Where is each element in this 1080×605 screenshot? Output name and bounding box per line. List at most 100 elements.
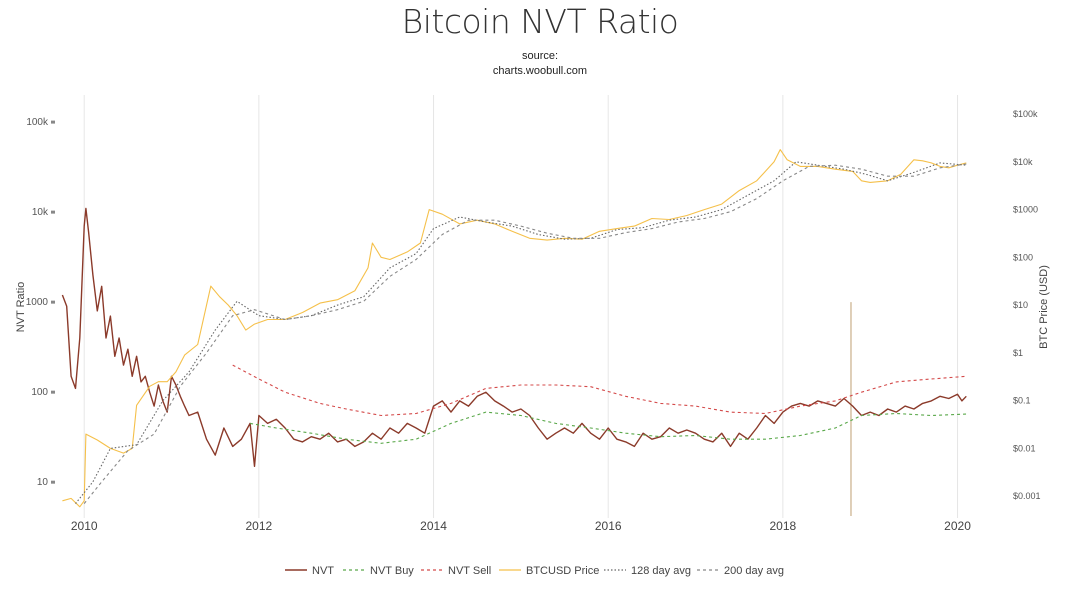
legend-label-btcusd-price: BTCUSD Price: [526, 565, 599, 577]
data-point-btcusd-price-3: [84, 500, 85, 501]
data-point-btcusd-price-44: [599, 231, 600, 232]
data-point-128-day-avg-35: [940, 162, 941, 163]
data-point-128-day-avg-20: [564, 239, 565, 240]
data-point-nvt-sell-10: [555, 384, 556, 385]
data-point-200-day-avg-7: [254, 309, 255, 310]
data-point-200-day-avg-4: [180, 386, 181, 387]
data-point-nvt-86: [669, 427, 670, 428]
data-point-nvt-42: [285, 427, 286, 428]
data-point-nvt-sell-2: [285, 392, 286, 393]
data-point-200-day-avg-0: [84, 503, 85, 504]
data-point-nvt-72: [547, 439, 548, 440]
data-point-nvt-buy-12: [660, 436, 661, 437]
data-point-nvt-sell-16: [765, 413, 766, 414]
data-point-btcusd-price-66: [922, 160, 923, 161]
data-point-200-day-avg-11: [363, 301, 364, 302]
data-point-nvt-120: [961, 400, 962, 401]
data-point-nvt-0: [62, 294, 63, 295]
data-point-128-day-avg-1: [92, 481, 93, 482]
data-point-200-day-avg-27: [782, 180, 783, 181]
data-point-200-day-avg-17: [520, 226, 521, 227]
y-tick-label-100k: 100k: [26, 117, 49, 128]
data-point-nvt-20: [145, 376, 146, 377]
data-point-btcusd-price-26: [337, 299, 338, 300]
data-point-nvt-31: [197, 412, 198, 413]
data-point-nvt-17: [132, 376, 133, 377]
data-point-nvt-48: [337, 441, 338, 442]
data-point-btcusd-price-55: [780, 149, 781, 150]
y-axis-title: NVT Ratio: [15, 282, 27, 333]
data-point-btcusd-price-40: [529, 238, 530, 239]
legend-label-nvt-buy: NVT Buy: [370, 565, 414, 577]
data-point-nvt-buy-4: [381, 443, 382, 444]
data-point-nvt-sell-7: [450, 403, 451, 404]
data-point-128-day-avg-24: [669, 220, 670, 221]
data-point-btcusd-price-14: [184, 355, 185, 356]
data-point-nvt-50: [354, 446, 355, 447]
data-point-nvt-107: [852, 406, 853, 407]
data-point-nvt-sell-20: [896, 381, 897, 382]
data-point-200-day-avg-21: [625, 232, 626, 233]
data-point-200-day-avg-23: [678, 221, 679, 222]
legend-label-128-day-avg: 128 day avg: [631, 565, 691, 577]
y2-tick-label-$10k: $10k: [1013, 157, 1033, 167]
data-point-nvt-40: [267, 423, 268, 424]
data-point-nvt-buy-10: [590, 427, 591, 428]
data-point-128-day-avg-4: [162, 400, 163, 401]
y2-tick-label-$1: $1: [1013, 348, 1023, 358]
data-point-nvt-76: [581, 423, 582, 424]
data-point-nvt-102: [809, 406, 810, 407]
data-point-200-day-avg-6: [232, 315, 233, 316]
data-point-nvt-62: [459, 400, 460, 401]
data-point-nvt-66: [494, 400, 495, 401]
data-point-btcusd-price-13: [175, 371, 176, 372]
data-point-nvt-11: [105, 337, 106, 338]
data-point-nvt-74: [564, 427, 565, 428]
data-point-128-day-avg-2: [110, 448, 111, 449]
data-point-200-day-avg-24: [704, 218, 705, 219]
data-point-btcusd-price-17: [219, 296, 220, 297]
data-point-200-day-avg-2: [127, 450, 128, 451]
data-point-nvt-55: [398, 433, 399, 434]
data-point-nvt-60: [442, 400, 443, 401]
data-point-200-day-avg-15: [468, 220, 469, 221]
data-point-200-day-avg-28: [809, 166, 810, 167]
data-point-nvt-sell-6: [416, 413, 417, 414]
data-point-nvt-91: [712, 441, 713, 442]
data-point-btcusd-price-69: [948, 167, 949, 168]
data-point-nvt-77: [590, 433, 591, 434]
data-point-btcusd-price-61: [861, 180, 862, 181]
data-point-btcusd-price-50: [704, 209, 705, 210]
legend-label-200-day-avg: 200 day avg: [724, 565, 784, 577]
data-point-nvt-100: [791, 406, 792, 407]
data-point-nvt-58: [424, 433, 425, 434]
data-point-nvt-buy-19: [896, 413, 897, 414]
data-point-nvt-16: [127, 349, 128, 350]
data-point-btcusd-price-71: [966, 162, 967, 163]
data-point-nvt-81: [625, 441, 626, 442]
data-point-btcusd-price-18: [228, 305, 229, 306]
data-point-btcusd-price-27: [354, 290, 355, 291]
data-point-200-day-avg-13: [416, 259, 417, 260]
data-point-128-day-avg-25: [695, 216, 696, 217]
data-point-200-day-avg-19: [573, 238, 574, 239]
data-point-btcusd-price-30: [381, 257, 382, 258]
data-point-nvt-buy-5: [416, 439, 417, 440]
data-point-nvt-33: [215, 455, 216, 456]
data-point-200-day-avg-34: [966, 163, 967, 164]
data-point-btcusd-price-24: [302, 312, 303, 313]
data-point-nvt-sell-18: [835, 400, 836, 401]
data-point-btcusd-price-36: [459, 223, 460, 224]
data-point-btcusd-price-20: [245, 330, 246, 331]
data-point-128-day-avg-33: [887, 180, 888, 181]
data-point-btcusd-price-54: [774, 161, 775, 162]
data-point-btcusd-price-64: [900, 174, 901, 175]
data-point-nvt-98: [774, 423, 775, 424]
data-point-nvt-73: [555, 433, 556, 434]
data-point-nvt-57: [416, 427, 417, 428]
data-point-nvt-sell-22: [966, 376, 967, 377]
data-point-btcusd-price-19: [236, 315, 237, 316]
x-tick-label-2014: 2014: [420, 519, 447, 533]
data-point-128-day-avg-14: [416, 253, 417, 254]
data-point-128-day-avg-28: [774, 180, 775, 181]
